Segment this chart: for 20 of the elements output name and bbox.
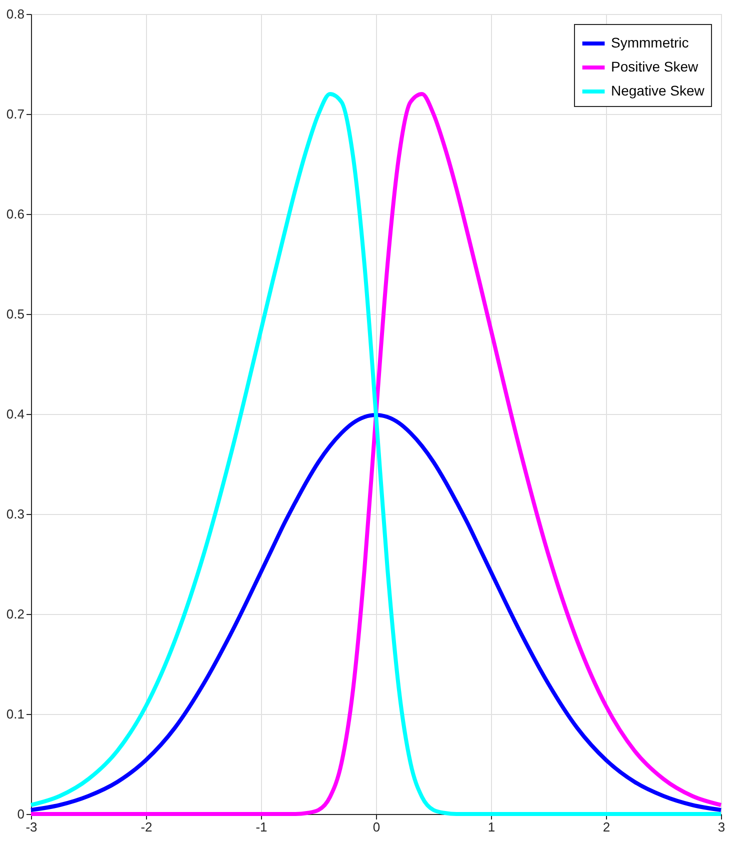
y-tick-label: 0 bbox=[17, 806, 24, 822]
legend-label: Symmmetric bbox=[611, 34, 689, 50]
x-tick-label: -1 bbox=[256, 820, 268, 834]
x-tick-label: 3 bbox=[718, 820, 726, 834]
legend-label: Positive Skew bbox=[611, 58, 700, 74]
line-series bbox=[29, 413, 723, 812]
y-tick-label: 0.8 bbox=[6, 6, 24, 22]
y-tick-label: 0.5 bbox=[6, 306, 24, 322]
y-tick-label: 0.4 bbox=[6, 406, 24, 422]
y-tick-label: 0.6 bbox=[6, 206, 24, 222]
y-tick-label: 0.3 bbox=[6, 506, 24, 522]
y-tick-label: 0.1 bbox=[6, 706, 24, 722]
x-tick-label: 2 bbox=[602, 820, 610, 834]
x-tick-label: -3 bbox=[26, 820, 38, 834]
legend-label: Negative Skew bbox=[611, 82, 706, 98]
x-tick-label: 0 bbox=[372, 820, 380, 834]
y-tick-label: 0.2 bbox=[6, 606, 24, 622]
x-tick-label: 1 bbox=[488, 820, 496, 834]
x-tick-label: -2 bbox=[140, 820, 152, 834]
y-tick-label: 0.7 bbox=[6, 106, 24, 122]
